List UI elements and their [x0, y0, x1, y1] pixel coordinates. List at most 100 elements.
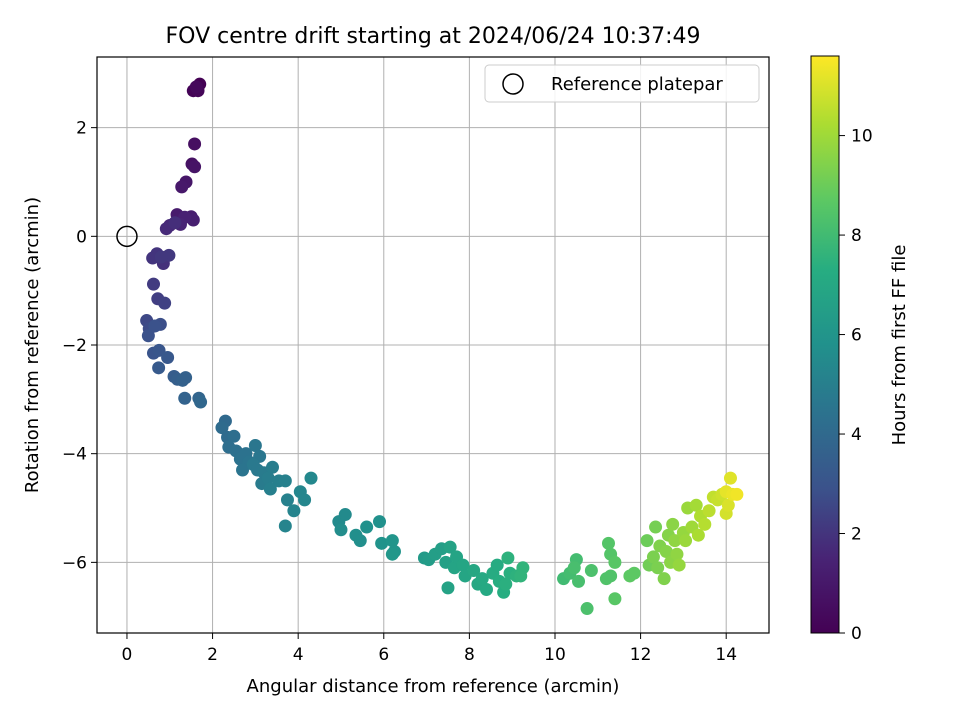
data-point — [188, 137, 202, 151]
data-point — [668, 534, 682, 548]
legend-entry-label: Reference platepar — [551, 74, 723, 95]
data-point — [175, 180, 189, 194]
colorbar-tick-label: 4 — [851, 425, 862, 445]
data-point — [567, 561, 581, 575]
x-tick-label: 6 — [378, 645, 389, 665]
data-point — [248, 439, 262, 453]
x-tick-label: 0 — [122, 645, 133, 665]
data-point — [372, 515, 386, 529]
x-tick-label: 8 — [464, 645, 475, 665]
data-point — [287, 504, 301, 518]
data-point — [265, 460, 279, 474]
colorbar-tick-label: 0 — [851, 624, 862, 644]
y-axis-label: Rotation from reference (arcmin) — [22, 197, 43, 493]
data-point — [721, 498, 735, 512]
data-point — [584, 564, 598, 578]
x-tick-label: 4 — [293, 645, 304, 665]
data-point — [263, 482, 277, 496]
data-point — [456, 558, 470, 572]
colorbar: 0 2 4 6 8 10 Hours from first FF file — [810, 55, 910, 644]
y-tick-label: −6 — [62, 553, 87, 573]
data-point — [672, 558, 686, 572]
data-point — [689, 498, 703, 512]
data-point — [215, 421, 229, 435]
y-tick-label: −2 — [62, 336, 87, 356]
data-point — [679, 534, 693, 548]
x-tick-label: 10 — [544, 645, 566, 665]
data-point — [475, 572, 489, 586]
data-point — [657, 572, 671, 586]
data-point — [168, 216, 182, 230]
grid-lines — [97, 57, 769, 633]
reference-platepar-marker — [116, 225, 138, 248]
data-point — [280, 493, 294, 507]
data-point — [649, 520, 663, 534]
legend-reference-marker — [502, 73, 524, 95]
data-points — [116, 77, 744, 616]
x-tick-label: 14 — [715, 645, 737, 665]
y-axis-ticks: −6 −4 −2 0 2 — [62, 119, 97, 573]
data-point — [651, 561, 665, 575]
x-axis-ticks: 0 2 4 6 8 10 12 14 — [122, 633, 737, 665]
data-point — [385, 534, 399, 548]
colorbar-tick-label: 2 — [851, 525, 862, 545]
data-point — [640, 534, 654, 548]
data-point — [360, 520, 374, 534]
data-point — [176, 373, 190, 387]
y-tick-label: 0 — [76, 227, 87, 247]
data-point — [702, 504, 716, 518]
data-point — [441, 581, 455, 595]
data-point — [261, 471, 275, 485]
data-point — [646, 550, 660, 564]
data-point — [627, 566, 641, 580]
data-point — [601, 536, 615, 550]
data-point — [670, 547, 684, 561]
data-point — [227, 429, 241, 443]
legend: Reference platepar — [484, 64, 760, 103]
data-point — [278, 474, 292, 488]
data-point — [723, 471, 737, 485]
data-point — [499, 577, 513, 591]
data-point — [236, 463, 250, 477]
data-point — [194, 395, 208, 409]
data-point — [152, 343, 166, 357]
data-point — [298, 493, 312, 507]
data-point — [178, 391, 192, 405]
colorbar-tick-label: 10 — [851, 127, 873, 147]
data-point — [691, 528, 705, 542]
data-point — [480, 583, 494, 597]
y-tick-label: −4 — [62, 445, 87, 465]
data-point — [501, 551, 515, 565]
colorbar-ticks: 0 2 4 6 8 10 — [839, 127, 873, 644]
data-point — [338, 508, 352, 522]
colorbar-tick-label: 8 — [851, 226, 862, 246]
data-point — [514, 569, 528, 583]
colorbar-gradient — [810, 55, 840, 634]
data-point — [141, 329, 155, 343]
data-point — [148, 319, 162, 333]
data-point — [375, 536, 389, 550]
data-point — [467, 564, 481, 578]
data-point — [385, 547, 399, 561]
x-tick-label: 2 — [207, 645, 218, 665]
colorbar-tick-label: 6 — [851, 326, 862, 346]
data-point — [334, 523, 348, 537]
data-point — [608, 555, 622, 569]
data-point — [490, 558, 504, 572]
data-point — [580, 602, 594, 616]
legend-box — [484, 64, 760, 103]
data-point — [188, 160, 202, 174]
data-point — [608, 592, 622, 606]
data-point — [698, 517, 712, 531]
data-point — [304, 471, 318, 485]
data-point — [443, 540, 457, 554]
data-point — [666, 517, 680, 531]
data-point — [659, 544, 673, 558]
data-point — [161, 350, 175, 364]
x-tick-label: 12 — [630, 645, 652, 665]
data-point — [572, 574, 586, 588]
data-point — [189, 80, 203, 94]
chart-title: FOV centre drift starting at 2024/06/24 … — [166, 24, 701, 49]
data-point — [146, 277, 160, 291]
